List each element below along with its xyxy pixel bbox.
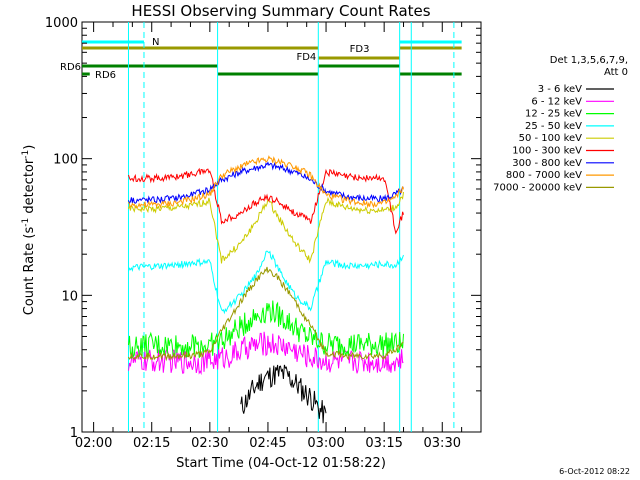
y-tick-label: 1 [70,426,78,441]
series-line [128,266,404,362]
series-line [128,155,404,209]
flag-bars: N FD3 FD4 RD6 RD6 [60,37,462,81]
y-tick-label: 10 [61,289,78,304]
flag-bar-label: FD4 [296,52,316,63]
y-tick-label: 100 [53,153,78,168]
series-line [128,331,404,376]
y-axis-label: Count Rate (s-1 detector-1) [21,145,37,316]
plot-area [81,21,482,433]
legend-entry-label: 50 - 100 keV [519,133,583,144]
legend-entry-label: 800 - 7000 keV [506,170,582,181]
flag-bar-label: N [152,37,159,48]
series-line [128,161,404,205]
y-axis-label-part: ) [22,145,37,150]
series-line [128,167,404,235]
series-line [128,250,404,315]
y-tick-label: 1000 [45,16,78,31]
x-tick-label: 02:15 [133,436,170,451]
legend-entry-label: 25 - 50 keV [525,121,582,132]
corner-date: 6-Oct-2012 08:22 [559,467,630,476]
vertical-lines [127,22,455,432]
series-line [128,191,404,264]
legend-entry-label: 6 - 12 keV [531,96,582,107]
flag-bar-label: RD6 [95,70,116,81]
legend-entry-label: 12 - 25 keV [525,109,582,120]
chart-title: HESSI Observing Summary Count Rates [131,2,430,20]
x-tick-label: 03:30 [424,436,461,451]
flag-bar-label: FD3 [350,44,370,55]
y-axis-label-part: -1 [21,218,31,227]
x-axis-label: Start Time (04-Oct-12 01:58:22) [176,456,386,471]
x-tick-label: 02:30 [191,436,228,451]
legend-entry-label: 3 - 6 keV [538,84,582,95]
x-tick-label: 03:00 [307,436,344,451]
x-tick-label: 02:00 [75,436,112,451]
plot-frame [81,21,482,433]
series-layer [128,155,404,424]
series-line [128,300,404,359]
legend-header-line: Det 1,3,5,6,7,9, [550,55,628,66]
flag-bar-label: RD6 [60,62,81,73]
axes: 1 10 100 1000 02:00 02:15 02:30 02:45 03:00 03:15… [45,16,482,451]
legend-header-line: Att 0 [604,67,628,78]
x-tick-label: 02:45 [249,436,286,451]
y-axis-label-part: -1 [21,150,31,159]
y-axis-label-part: Count Rate (s [22,227,37,316]
series-line [240,364,327,424]
legend-entry-label: 300 - 800 keV [512,158,582,169]
x-tick-label: 03:15 [365,436,402,451]
legend-entry-label: 7000 - 20000 keV [493,182,582,193]
y-axis-label-part: detector [22,158,37,218]
legend-entry-label: 100 - 300 keV [512,146,582,157]
